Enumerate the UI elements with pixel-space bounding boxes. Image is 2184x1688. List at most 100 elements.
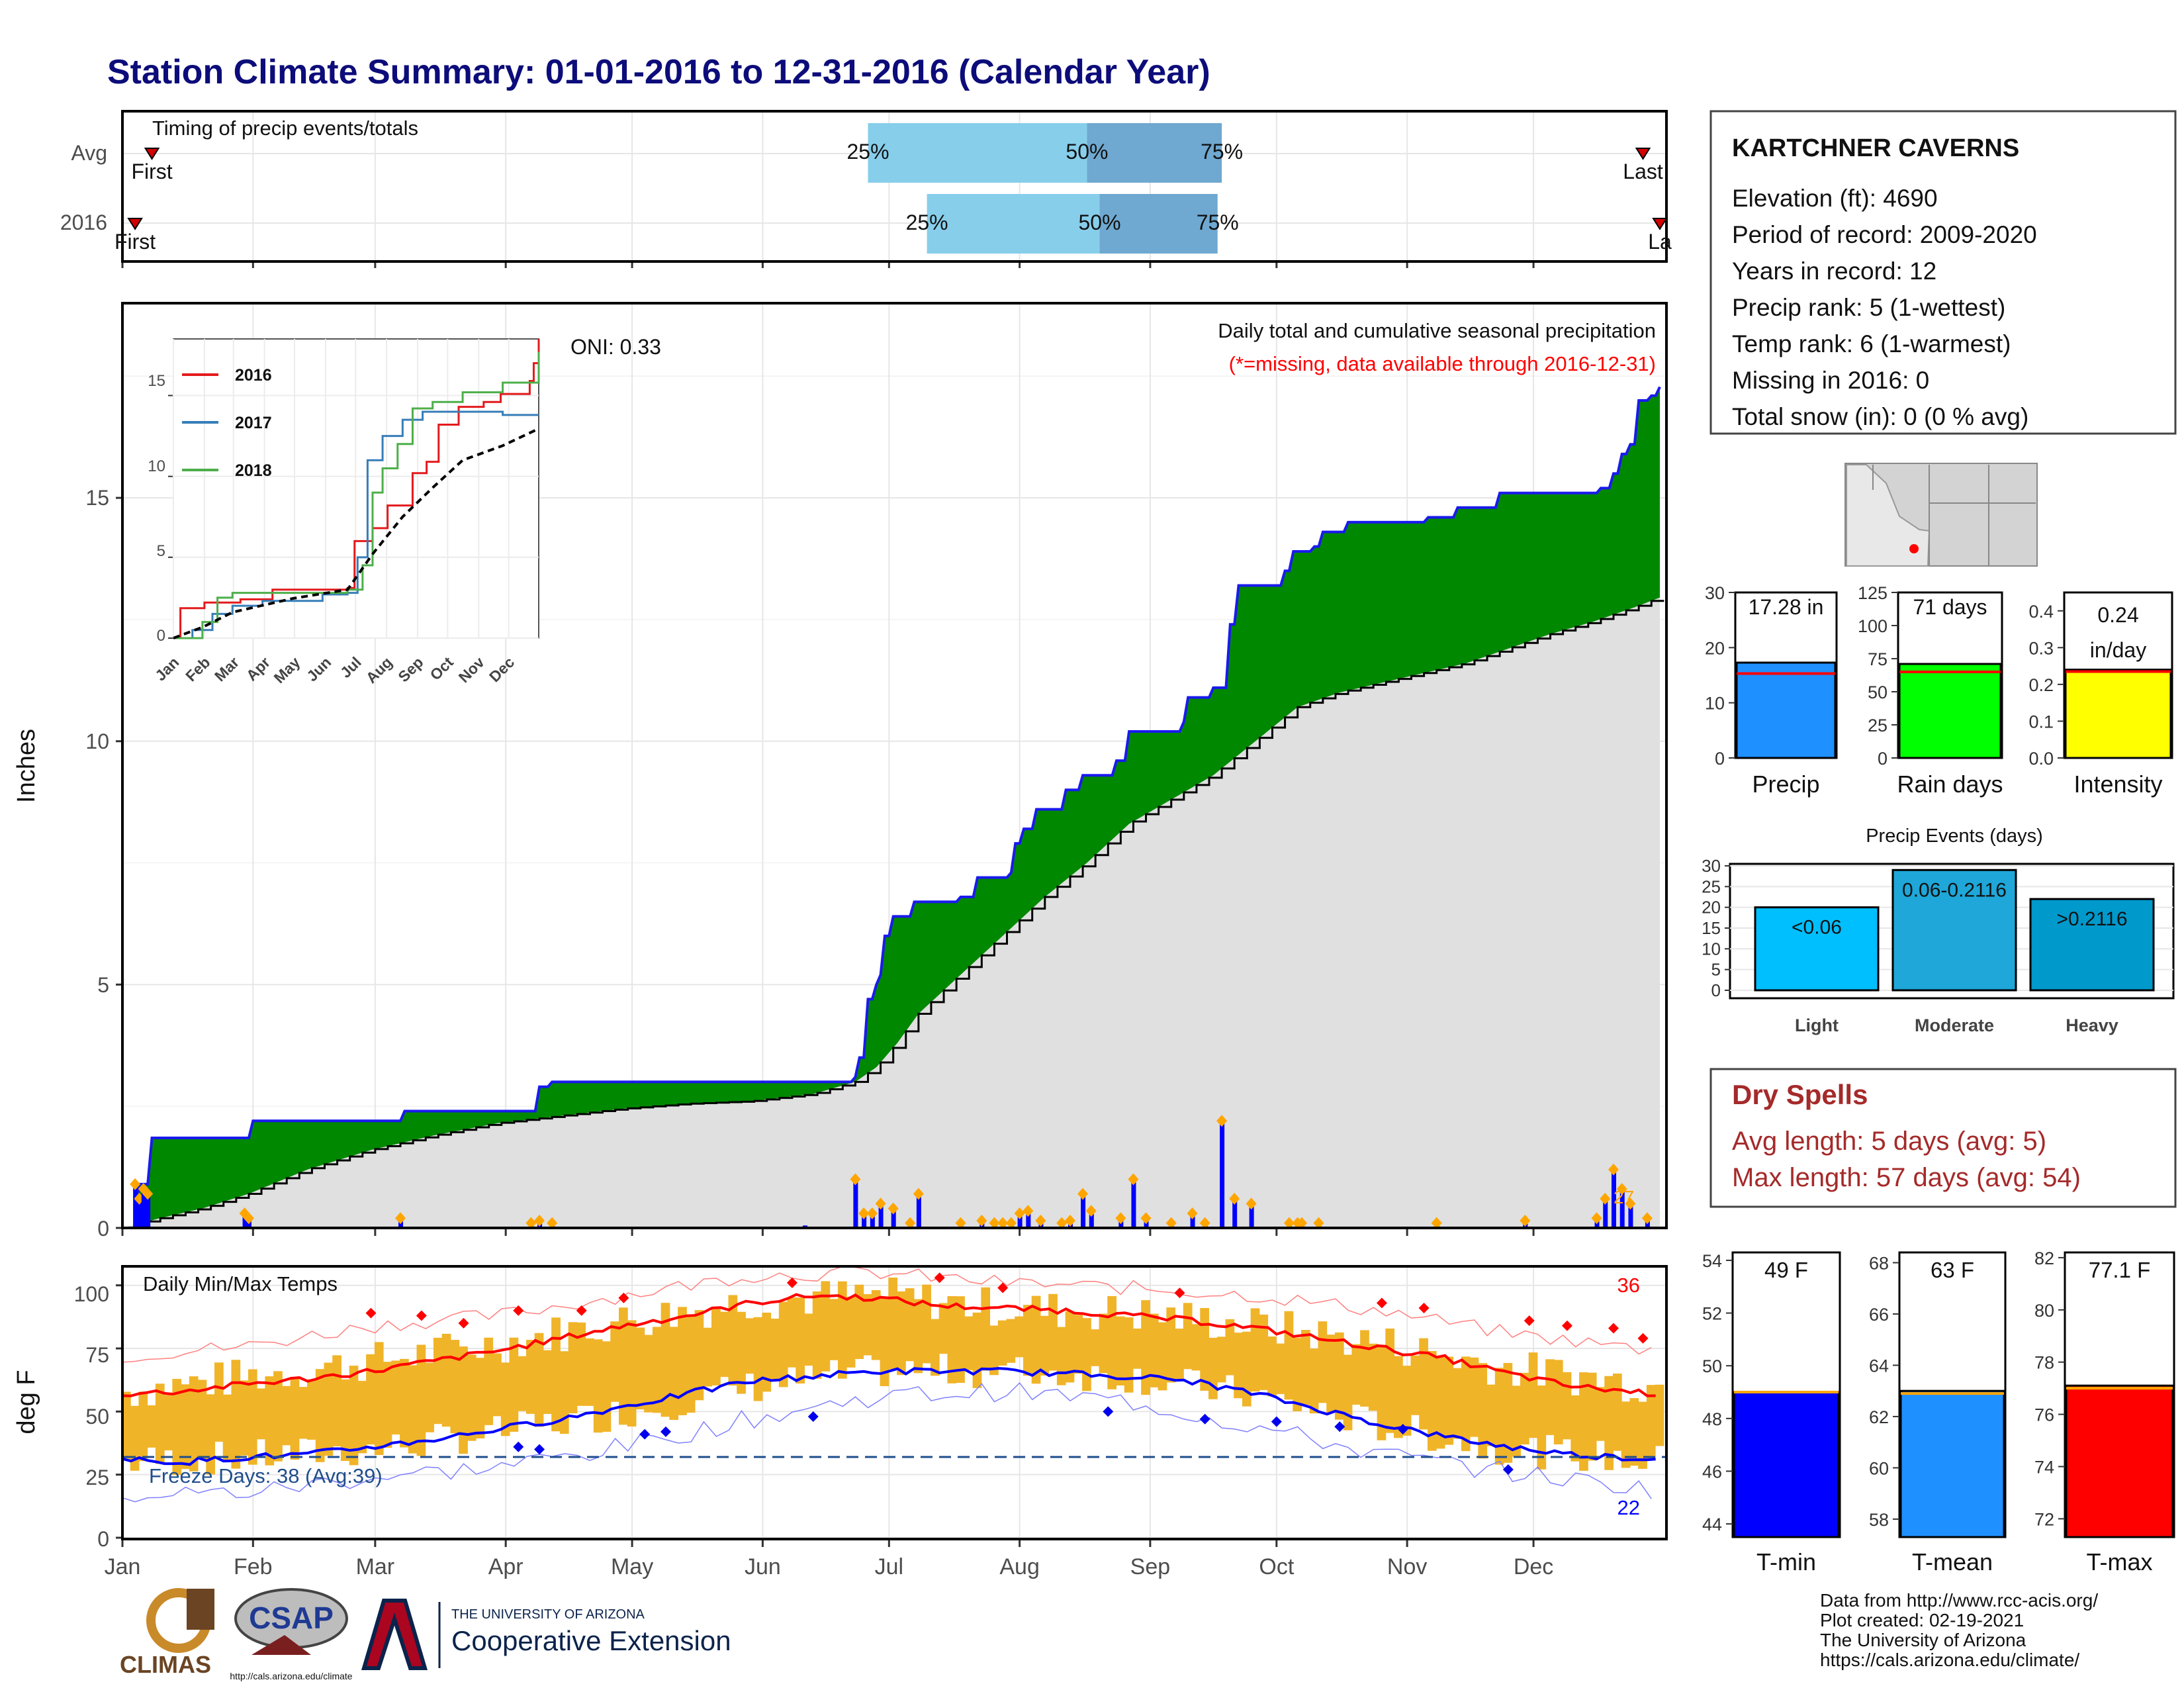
daily-temp-range-bar [922,1284,931,1364]
daily-temp-range-bar [1048,1293,1058,1371]
record-high-marker-2 [458,1317,469,1329]
daily-temp-range-bar [627,1320,637,1427]
daily-temp-range-bar [737,1311,746,1394]
timing-2016-q50-q75-bar [1099,194,1218,254]
daily-precip-marker-0 [130,1178,141,1190]
summary-bar-value-label-0: 17.28 in [1749,595,1824,619]
temp-bar-tick-2-2: 76 [2034,1405,2054,1425]
daily-precip-marker-22 [1005,1217,1017,1229]
daily-temp-range-bar [467,1354,477,1441]
daily-precip-marker-20 [989,1217,1000,1229]
daily-temp-range-bar [1360,1330,1369,1407]
temp-y-axis-label: deg F [13,1370,40,1434]
station-location-marker [1909,544,1919,553]
summary-bars: 0 10 20 30 17.28 in Precip 0 25 50 75 100 125 71 day… [1705,583,2173,798]
daily-temp-range-bar [1040,1315,1050,1376]
daily-temp-range-bar [408,1365,418,1454]
daily-temp-range-bar [1486,1384,1496,1446]
daily-precip-bar-0 [133,1184,138,1228]
daily-temp-range-bar [1435,1356,1445,1449]
daily-temp-range-bar [518,1356,527,1411]
timing-2016-q25-label: 25% [906,211,948,234]
daily-precip-marker-27 [1064,1214,1075,1227]
daily-temp-range-bar [189,1376,199,1472]
dry-spells-title: Dry Spells [1732,1079,1868,1110]
daily-precip-marker-26 [1056,1217,1068,1229]
daily-temp-range-bar [938,1303,948,1354]
daily-temp-range-bar [644,1335,653,1413]
events-bar-label-Light: <0.06 [1792,917,1842,939]
daily-temp-range-bar [703,1327,713,1387]
summary-bar-label-2: Intensity [2073,771,2162,798]
daily-temp-range-bar [492,1353,502,1417]
csap-logo-mountain [251,1635,311,1655]
daily-temp-range-bar [989,1325,999,1376]
timing-2016-q75-label: 75% [1197,211,1239,234]
temp-bar-tick-1-2: 62 [1869,1407,1889,1427]
events-y-tick-1: 5 [1711,960,1721,980]
temp-x-tick-label-Nov: Nov [1387,1554,1427,1579]
temp-y-tick-75: 75 [85,1343,109,1367]
daily-temp-range-bar [1394,1356,1403,1438]
temp-x-tick-label-May: May [611,1554,653,1579]
daily-temp-range-bar [981,1287,991,1371]
record-high-marker-15 [1637,1333,1649,1344]
record-low-marker-5 [1103,1406,1114,1417]
daily-temp-range-bar [888,1278,898,1370]
timing-2016-last-label: La [1648,230,1672,254]
events-x-label-Heavy: Heavy [2066,1015,2118,1035]
timing-panel-border [121,110,1668,263]
daily-temp-range-bar [525,1340,535,1414]
record-high-marker-14 [1608,1323,1619,1334]
daily-temp-range-bar [340,1379,350,1462]
temp-bar-value-1 [1899,1389,2005,1538]
footer-logos: CLIMAS CSAP http://cals.arizona.edu/clim… [120,1588,731,1681]
daily-temp-range-bar [349,1366,359,1466]
summary-bar-label-0: Precip [1752,771,1819,798]
credit-line-3: The University of Arizona [1820,1630,2026,1650]
daily-temp-range-bar [762,1312,772,1392]
freeze-days-label: Freeze Days: 38 (Avg:39) [149,1464,383,1487]
daily-precip-marker-24 [1023,1205,1034,1217]
summary-bar-tick-2-2: 0.2 [2028,675,2054,695]
daily-temp-range-bar [1216,1336,1226,1383]
temp-bar-tick-1-1: 60 [1869,1458,1889,1478]
daily-temp-range-bar [1469,1357,1479,1437]
daily-temp-range-bar [1149,1313,1159,1387]
daily-precip-marker-8 [534,1214,545,1227]
daily-precip-marker-35 [1199,1217,1210,1229]
map-state-borders [1872,465,2036,566]
daily-temp-range-bar [1259,1314,1269,1390]
summary-bar-tick-2-0: 0.0 [2028,749,2054,769]
temp-bar-tick-2-5: 82 [2034,1248,2054,1268]
daily-temp-range-bar [459,1346,468,1454]
inset-y-tick-0: 0 [157,627,165,645]
daily-temp-range-bar [1124,1317,1134,1393]
figure-title: Station Climate Summary: 01-01-2016 to 1… [107,53,1210,91]
temp-panel: deg F 0 25 50 75 100 Daily Min/Max Temps… [13,1265,1668,1579]
temp-panel-label: Daily Min/Max Temps [143,1272,338,1295]
daily-temp-range-bar [1318,1321,1328,1403]
daily-temp-range-bar [509,1337,519,1432]
record-low-line [122,1382,1652,1503]
temp-x-tick-label-Jan: Jan [105,1554,141,1579]
daily-temp-range-bar [576,1322,586,1406]
summary-bar-tick-1-2: 50 [1868,682,1888,702]
daily-temp-range-bar [1537,1385,1547,1470]
daily-temp-range-bar [1141,1300,1150,1395]
temp-y-tick-50: 50 [85,1405,109,1429]
record-low-marker-2 [639,1429,651,1440]
daily-temp-range-bar [551,1317,561,1432]
inset-y-tick-15: 15 [148,372,165,390]
daily-temp-range-bar [1015,1316,1024,1358]
temp-bar-tick-1-4: 66 [1869,1305,1889,1325]
daily-temp-range-bar [1461,1356,1471,1452]
inset-legend-label-2016: 2016 [235,366,272,385]
daily-precip-bar-24 [1026,1211,1031,1228]
daily-temp-range-bar [1410,1355,1420,1415]
daily-temp-range-bar [307,1379,316,1440]
daily-temp-range-bar [441,1333,451,1427]
timing-2016-q50-label: 50% [1079,211,1121,234]
daily-temp-range-bar [1646,1385,1656,1460]
